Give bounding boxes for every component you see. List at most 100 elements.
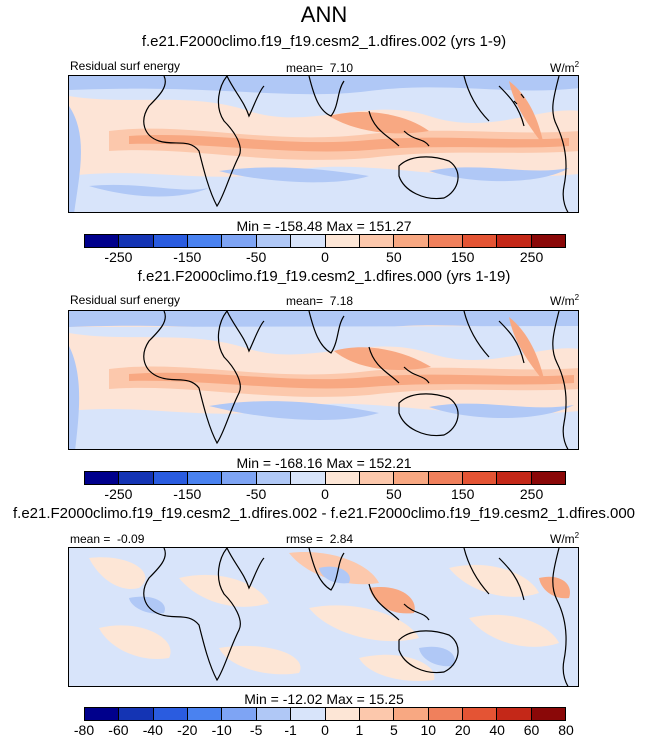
panel3-mean-value: -0.09 [117, 532, 145, 546]
colorbar-tick-label: -20 [177, 722, 198, 738]
panel2-minmax: Min = -168.16 Max = 152.21 [236, 455, 412, 471]
colorbar-swatch [256, 472, 292, 484]
colorbar-swatch [256, 235, 292, 247]
panel1-case-title: f.e21.F2000climo.f19_f19.cesm2_1.dfires.… [141, 33, 507, 50]
colorbar-tick-label: 20 [454, 722, 471, 738]
panel1-minmax: Min = -158.48 Max = 151.27 [236, 218, 412, 234]
colorbar-tick-label: -40 [142, 722, 163, 738]
colorbar-swatch [325, 708, 360, 720]
colorbar-swatch [222, 708, 257, 720]
panel3-units: W/m2 [550, 531, 580, 546]
colorbar-swatch [85, 235, 120, 247]
colorbar-swatch [153, 235, 189, 247]
colorbar-swatch [291, 472, 326, 484]
panel3-map [68, 547, 579, 687]
colorbar-swatch [119, 708, 154, 720]
colorbar-swatch [119, 235, 154, 247]
plot-title: ANN [300, 2, 348, 27]
colorbar-tick-label: -60 [108, 722, 129, 738]
colorbar-tick-label: 0 [321, 486, 329, 502]
colorbar-swatch [188, 708, 223, 720]
panel2-map [68, 310, 579, 450]
panel1-variable-label: Residual surf energy [70, 59, 181, 73]
colorbar-tick-label: 1 [355, 722, 364, 738]
colorbar-swatch [428, 708, 463, 720]
colorbar-tick-label: -80 [73, 722, 95, 738]
colorbar-tick-label: 150 [451, 249, 475, 265]
panel2-colorbar [84, 471, 566, 485]
colorbar-swatch [85, 708, 120, 720]
colorbar-tick-label: 60 [523, 722, 540, 738]
colorbar-swatch [497, 472, 532, 484]
colorbar-swatch [85, 472, 120, 484]
colorbar-tick-label: -1 [284, 722, 297, 738]
colorbar-swatch [222, 472, 257, 484]
colorbar-swatch [188, 472, 223, 484]
colorbar-tick-label: 10 [420, 722, 437, 738]
colorbar-swatch [462, 235, 498, 247]
panel1-map [68, 75, 579, 213]
colorbar-swatch [153, 472, 189, 484]
colorbar-swatch [325, 235, 360, 247]
colorbar-swatch [394, 235, 429, 247]
panel2-units: W/m2 [550, 293, 580, 308]
panel3-colorbar [84, 707, 566, 721]
colorbar-tick-label: -50 [246, 249, 267, 265]
colorbar-swatch [188, 235, 223, 247]
colorbar-swatch [222, 235, 257, 247]
colorbar-swatch [119, 472, 154, 484]
panel2-colorbar-ticks: -250 -150 -50 0 50 150 250 [84, 486, 566, 502]
colorbar-tick-label: 0 [321, 249, 329, 265]
panel2-case-title: f.e21.F2000climo.f19_f19.cesm2_1.dfires.… [137, 268, 511, 285]
colorbar-tick-label: -150 [173, 486, 202, 502]
panel3-minmax: Min = -12.02 Max = 15.25 [244, 691, 404, 707]
panel1-mean-value: 7.10 [329, 61, 354, 75]
colorbar-swatch [497, 235, 532, 247]
colorbar-swatch [359, 472, 395, 484]
panel3-mean-label: mean = -0.09 [70, 532, 145, 546]
colorbar-tick-label: -250 [104, 486, 133, 502]
panel3-rmse-label: rmse = 2.84 [286, 532, 354, 546]
colorbar-swatch [325, 472, 360, 484]
colorbar-tick-label: -5 [249, 722, 263, 738]
colorbar-swatch [462, 708, 498, 720]
colorbar-swatch [428, 472, 463, 484]
colorbar-swatch [462, 472, 498, 484]
panel2-mean-value: 7.18 [329, 294, 354, 308]
colorbar-swatch [531, 472, 566, 484]
colorbar-tick-label: -50 [246, 486, 267, 502]
colorbar-tick-label: 250 [519, 249, 544, 265]
colorbar-swatch [394, 708, 429, 720]
panel1-colorbar [84, 234, 566, 248]
panel2-mean-label: mean= 7.18 [286, 294, 354, 308]
colorbar-swatch [153, 708, 189, 720]
colorbar-tick-label: 150 [451, 486, 475, 502]
colorbar-swatch [291, 708, 326, 720]
colorbar-swatch [359, 708, 395, 720]
panel3-case-title: f.e21.F2000climo.f19_f19.cesm2_1.dfires.… [12, 505, 636, 522]
colorbar-swatch [428, 235, 463, 247]
colorbar-swatch [359, 235, 395, 247]
panel1-units: W/m2 [550, 60, 580, 75]
panel3-colorbar-ticks: -80 -60 -40 -20 -10 -5 -1 0 1 5 10 20 40 60 80 [74, 722, 574, 738]
colorbar-tick-label: 50 [386, 249, 402, 265]
colorbar-tick-label: -250 [104, 249, 133, 265]
colorbar-swatch [531, 235, 566, 247]
colorbar-tick-label: -150 [173, 249, 202, 265]
panel3-rmse-value: 2.84 [329, 532, 354, 546]
colorbar-tick-label: -10 [211, 722, 232, 738]
colorbar-swatch [497, 708, 532, 720]
colorbar-swatch [531, 708, 566, 720]
panel1-colorbar-ticks: -250 -150 -50 0 50 150 250 [84, 249, 566, 265]
panel1-mean-label: mean= 7.10 [286, 61, 354, 75]
panel2-variable-label: Residual surf energy [70, 293, 181, 307]
colorbar-tick-label: 40 [489, 722, 505, 738]
colorbar-swatch [394, 472, 429, 484]
colorbar-swatch [256, 708, 292, 720]
colorbar-tick-label: 80 [558, 722, 574, 738]
colorbar-swatch [291, 235, 326, 247]
colorbar-tick-label: 50 [386, 486, 402, 502]
colorbar-tick-label: 5 [389, 722, 398, 738]
colorbar-tick-label: 250 [519, 486, 544, 502]
colorbar-tick-label: 0 [321, 722, 329, 738]
